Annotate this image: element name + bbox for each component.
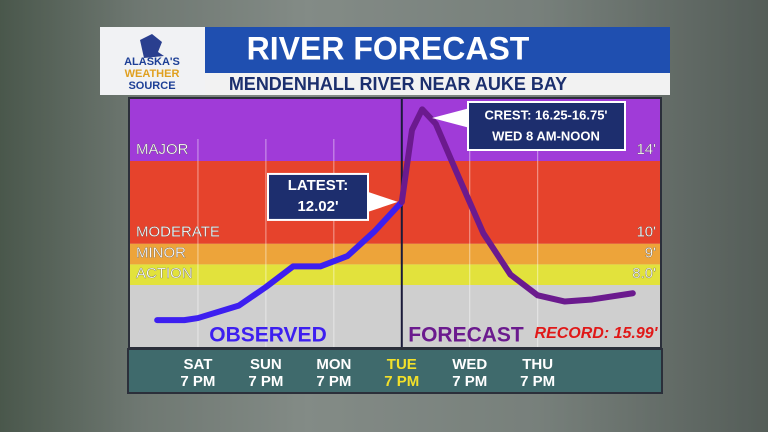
logo-text: WEATHER — [125, 68, 180, 80]
callout-text: CREST: 16.25-16.75' — [484, 107, 607, 122]
callout-arrow — [368, 191, 398, 212]
callout-box — [467, 101, 626, 151]
callout-arrow — [432, 108, 470, 128]
title-bar — [205, 27, 670, 73]
x-tick-label: MON 7 PM — [316, 356, 352, 390]
callout-text: 12.02' — [297, 198, 338, 215]
stage-band — [130, 243, 660, 265]
callout-text: WED 8 AM-NOON — [492, 128, 600, 143]
stage-label: MAJOR — [136, 141, 189, 158]
x-tick-label: SAT 7 PM — [180, 356, 216, 390]
logo-text: SOURCE — [128, 80, 175, 92]
series-label: FORECAST — [408, 324, 524, 347]
y-tick-label: 10' — [636, 224, 656, 241]
stage-band — [130, 264, 660, 285]
y-tick-label: 14' — [636, 141, 656, 158]
series-line — [154, 198, 405, 324]
stage-label: MODERATE — [136, 224, 220, 241]
series-label: OBSERVED — [209, 324, 326, 347]
subtitle-bar — [205, 73, 670, 95]
logo-text: ALASKA'S — [124, 56, 180, 68]
series-line — [398, 106, 636, 305]
chart-title: RIVER FORECAST — [247, 30, 530, 66]
x-tick-label: WED 7 PM — [452, 356, 488, 390]
y-tick-label: 8.0' — [632, 265, 656, 282]
logo-icon — [140, 34, 164, 58]
x-tick-label: THU 7 PM — [520, 356, 556, 390]
x-axis-box — [127, 348, 663, 394]
stage-label: ACTION — [136, 265, 193, 282]
stage-label: MINOR — [136, 244, 186, 261]
x-tick-label: TUE 7 PM — [384, 356, 420, 390]
callout-text: LATEST: — [288, 177, 349, 194]
callout-box — [267, 172, 369, 221]
x-tick-label: SUN 7 PM — [248, 356, 284, 390]
record-label: RECORD: 15.99' — [535, 325, 659, 342]
chart-subtitle: MENDENHALL RIVER NEAR AUKE BAY — [229, 74, 567, 94]
y-tick-label: 9' — [645, 244, 656, 261]
